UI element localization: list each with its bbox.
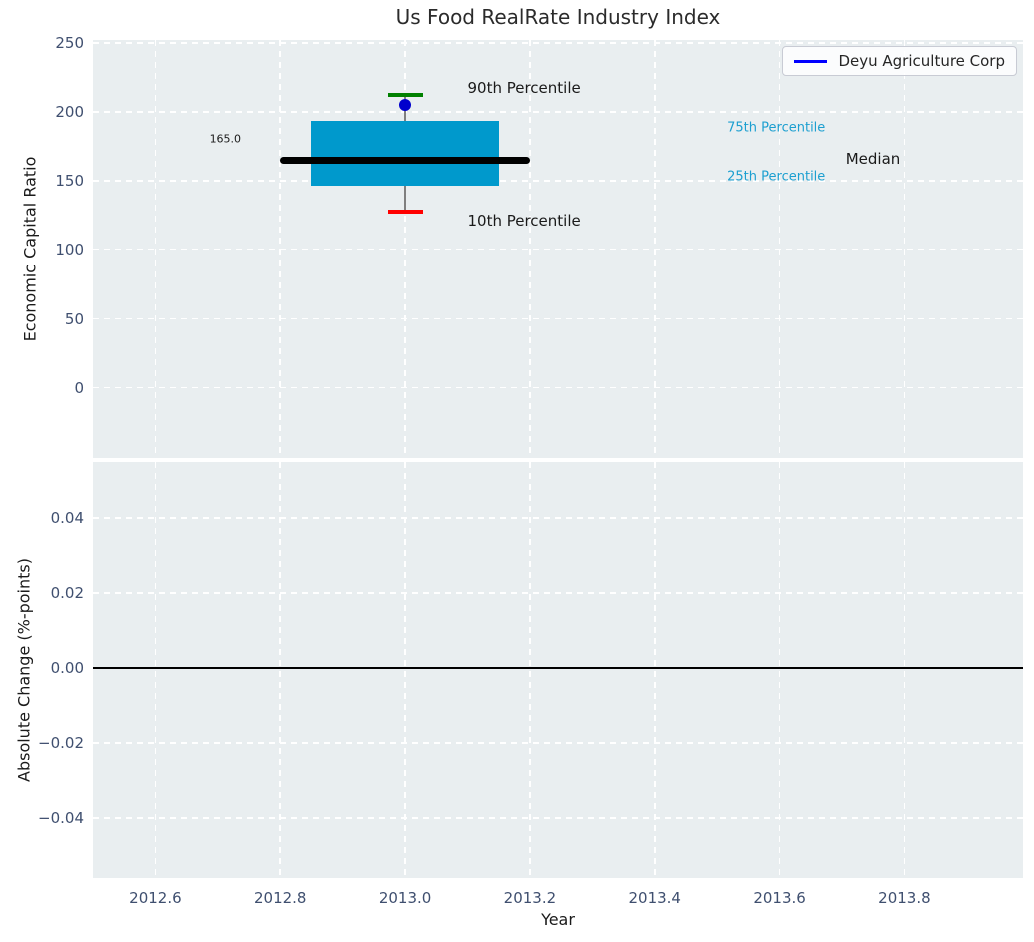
y-gridline	[93, 111, 1023, 113]
y-gridline	[93, 817, 1023, 819]
x-tick-label: 2012.6	[129, 889, 182, 907]
zero-line	[93, 667, 1023, 670]
y-tick-label: 200	[55, 103, 84, 121]
p90-cap	[388, 93, 423, 97]
y-gridline	[93, 318, 1023, 320]
x-tick-label: 2012.8	[254, 889, 307, 907]
top-axes: Deyu Agriculture Corp 165.0 90th Percenti…	[93, 40, 1023, 458]
y-gridline	[93, 387, 1023, 389]
x-tick-label: 2013.0	[379, 889, 432, 907]
legend-label: Deyu Agriculture Corp	[838, 52, 1005, 70]
y-gridline	[93, 592, 1023, 594]
legend: Deyu Agriculture Corp	[782, 46, 1017, 76]
y-tick-label: 250	[55, 34, 84, 52]
y-tick-label: −0.02	[38, 734, 84, 752]
iqr-box	[311, 121, 498, 186]
legend-line-sample	[794, 60, 827, 63]
y-tick-label: −0.04	[38, 809, 84, 827]
x-gridline	[155, 462, 157, 878]
bottom-y-axis-label: Absolute Change (%-points)	[15, 558, 34, 782]
x-gridline	[654, 462, 656, 878]
p10-annotation: 10th Percentile	[467, 212, 580, 230]
y-gridline	[93, 249, 1023, 251]
figure: Us Food RealRate Industry Index Deyu Agr…	[0, 0, 1034, 942]
y-tick-label: 0	[74, 379, 84, 397]
y-tick-label: 0.00	[51, 659, 84, 677]
y-gridline	[93, 180, 1023, 182]
median-value-label: 165.0	[210, 133, 242, 146]
y-tick-label: 100	[55, 241, 84, 259]
y-tick-label: 50	[65, 310, 84, 328]
median-line	[280, 157, 530, 164]
bottom-axes	[93, 462, 1023, 878]
x-gridline	[279, 462, 281, 878]
p75-annotation: 75th Percentile	[727, 121, 825, 136]
y-gridline	[93, 42, 1023, 44]
p25-annotation: 25th Percentile	[727, 169, 825, 184]
y-tick-label: 0.02	[51, 584, 84, 602]
y-tick-label: 0.04	[51, 509, 84, 527]
y-gridline	[93, 742, 1023, 744]
p10-cap	[388, 210, 423, 214]
x-tick-label: 2013.8	[878, 889, 931, 907]
chart-title: Us Food RealRate Industry Index	[93, 5, 1023, 29]
x-tick-label: 2013.2	[504, 889, 557, 907]
x-gridline	[904, 462, 906, 878]
x-gridline	[779, 462, 781, 878]
x-tick-label: 2013.6	[753, 889, 806, 907]
x-axis-label: Year	[93, 910, 1023, 929]
y-gridline	[93, 517, 1023, 519]
median-annotation: Median	[846, 150, 901, 168]
company-point	[399, 99, 411, 111]
y-tick-label: 150	[55, 172, 84, 190]
p90-annotation: 90th Percentile	[467, 79, 580, 97]
x-tick-label: 2013.4	[628, 889, 681, 907]
x-gridline	[529, 462, 531, 878]
x-gridline	[404, 462, 406, 878]
top-y-axis-label: Economic Capital Ratio	[21, 157, 40, 342]
